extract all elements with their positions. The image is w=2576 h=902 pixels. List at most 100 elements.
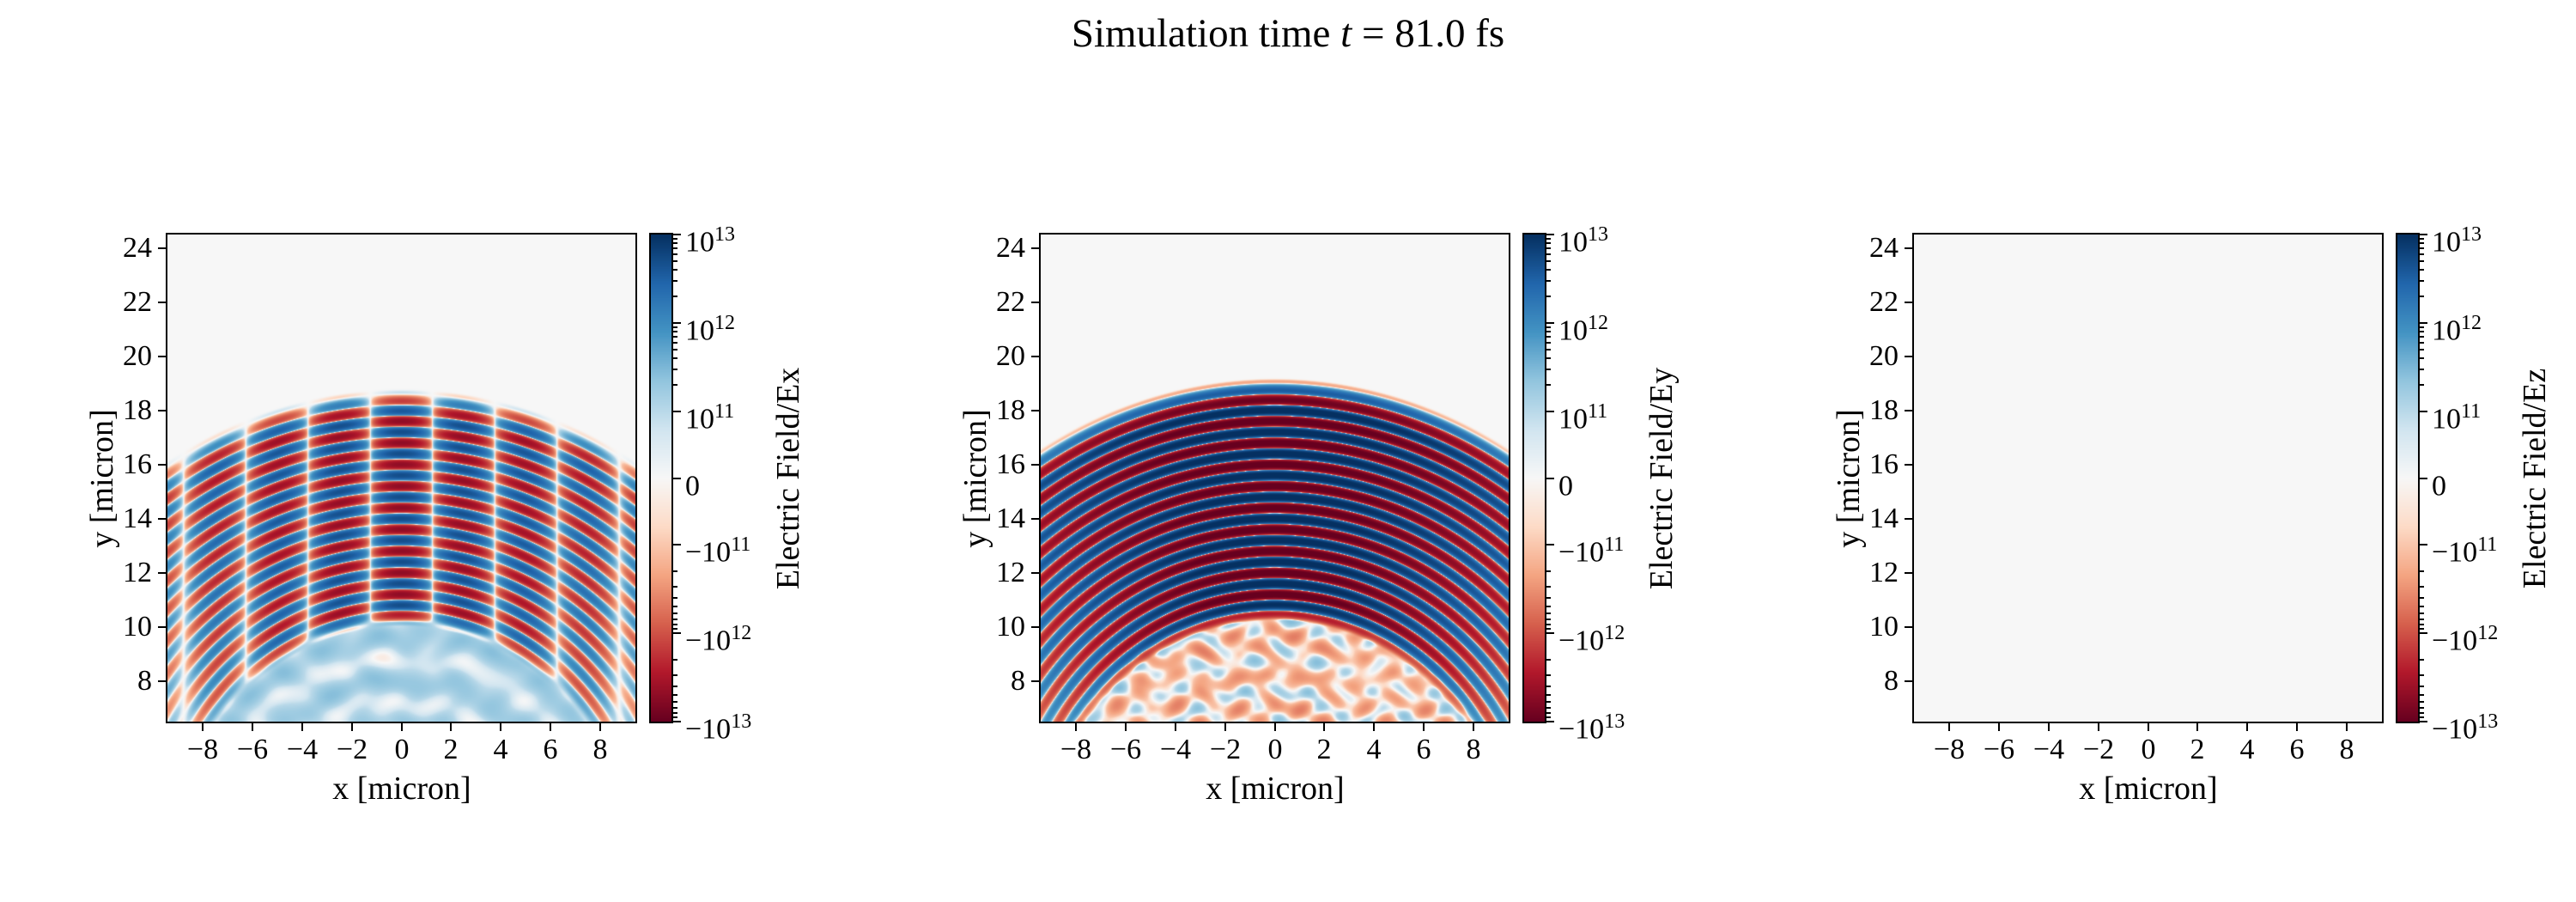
y-tick [1031,518,1039,520]
colorbar-tick-exp: 13 [731,710,752,733]
colorbar-tick-label: −1011 [1558,526,1679,571]
figure-title: Simulation time t = 81.0 fs [0,10,2576,57]
colorbar-minor-tick [673,269,677,271]
colorbar-minor-tick [1546,336,1551,338]
colorbar-minor-tick [1546,686,1551,687]
colorbar-minor-tick [673,597,677,599]
colorbar-tick-exp: 11 [731,533,751,556]
colorbar-tick-base: −10 [2432,713,2478,746]
title-prefix: Simulation time [1071,11,1341,56]
colorbar-tick [1546,322,1554,324]
x-tick-label: −2 [2082,734,2115,765]
colorbar-minor-tick [2420,707,2424,709]
colorbar-tick-label: 1013 [685,216,805,261]
y-tick-label: 10 [1869,611,1899,643]
colorbar-minor-tick [673,369,677,370]
colorbar-minor-tick [2420,247,2424,249]
colorbar-minor-tick [2420,674,2424,676]
x-tick [2196,723,2198,731]
y-tick-label: 22 [1869,286,1899,318]
x-tick [2246,723,2248,731]
x-tick [1274,723,1276,731]
colorbar-minor-tick [2420,349,2424,350]
y-tick [1905,680,1912,682]
x-tick [2296,723,2298,731]
y-tick [1905,626,1912,628]
heatmap-ex [167,235,635,722]
colorbar-tick-exp: 13 [714,223,735,246]
colorbar-tick-base: −10 [2432,536,2478,569]
y-tick-label: 16 [123,448,152,480]
x-tick [1075,723,1077,731]
colorbar-minor-tick [673,357,677,359]
colorbar-tick-base: −10 [685,713,732,746]
colorbar-tick-base: 0 [685,470,700,503]
x-tick-label: −2 [336,734,368,765]
y-tick-label: 12 [1869,557,1899,588]
colorbar-minor-tick [1546,716,1551,718]
colorbar-minor-tick [673,716,677,718]
colorbar-tick [2420,544,2427,545]
plot-border-ez [1912,233,2384,723]
y-tick-label: 8 [1011,665,1025,697]
colorbar-minor-tick [1546,701,1551,703]
colorbar-minor-tick [2420,238,2424,240]
colorbar-minor-tick [673,280,677,282]
y-tick [1031,410,1039,411]
colorbar-minor-tick [673,247,677,249]
x-tick-label: −6 [236,734,269,765]
colorbar-minor-tick [1546,260,1551,262]
colorbar-tick-label: −1012 [685,614,805,660]
colorbar-minor-tick [2420,242,2424,244]
y-tick [1905,356,1912,357]
colorbar-minor-tick [673,674,677,676]
colorbar-tick [2420,234,2427,235]
colorbar-ez [2397,235,2418,722]
colorbar-minor-tick [1546,296,1551,297]
x-tick [1473,723,1474,731]
colorbar-minor-tick [2420,619,2424,620]
x-tick [1948,723,1950,731]
colorbar-tick-exp: 12 [2461,312,2482,334]
y-tick [1031,680,1039,682]
x-tick-label: −4 [286,734,319,765]
colorbar-minor-tick [2420,628,2424,630]
x-tick [599,723,601,731]
colorbar-tick-base: −10 [685,625,732,657]
colorbar-minor-tick [673,326,677,328]
y-tick [1905,302,1912,303]
colorbar-minor-tick [1546,712,1551,714]
colorbar-minor-tick [1546,349,1551,350]
colorbar-minor-tick [1546,606,1551,607]
x-tick [301,723,303,731]
y-axis-label-ez: y [micron] [1831,409,1867,548]
y-tick [158,356,166,357]
y-tick [158,302,166,303]
x-tick [2346,723,2348,731]
colorbar-minor-tick [673,701,677,703]
colorbar-tick-label: −1011 [685,526,805,571]
x-tick [1323,723,1325,731]
colorbar-tick-label: −1013 [685,703,805,748]
y-tick [1031,302,1039,303]
colorbar-minor-tick [2420,296,2424,297]
colorbar-minor-tick [673,694,677,696]
colorbar-minor-tick [1546,242,1551,244]
colorbar-tick [1546,544,1554,545]
x-tick [401,723,403,731]
x-tick-label: −6 [1983,734,2015,765]
colorbar-minor-tick [2420,342,2424,344]
colorbar-tick [2420,478,2427,479]
y-tick-label: 20 [1869,340,1899,372]
colorbar-tick-label: 1013 [1558,216,1679,261]
colorbar-border-ez [2396,233,2420,723]
colorbar-minor-tick [673,686,677,687]
colorbar-minor-tick [673,253,677,255]
colorbar-tick [2420,322,2427,324]
colorbar-tick-exp: 11 [2461,400,2482,423]
colorbar-tick-exp: 13 [1604,710,1625,733]
colorbar-tick [2420,411,2427,412]
y-tick [1905,572,1912,574]
colorbar-minor-tick [673,659,677,661]
colorbar-minor-tick [1546,342,1551,344]
